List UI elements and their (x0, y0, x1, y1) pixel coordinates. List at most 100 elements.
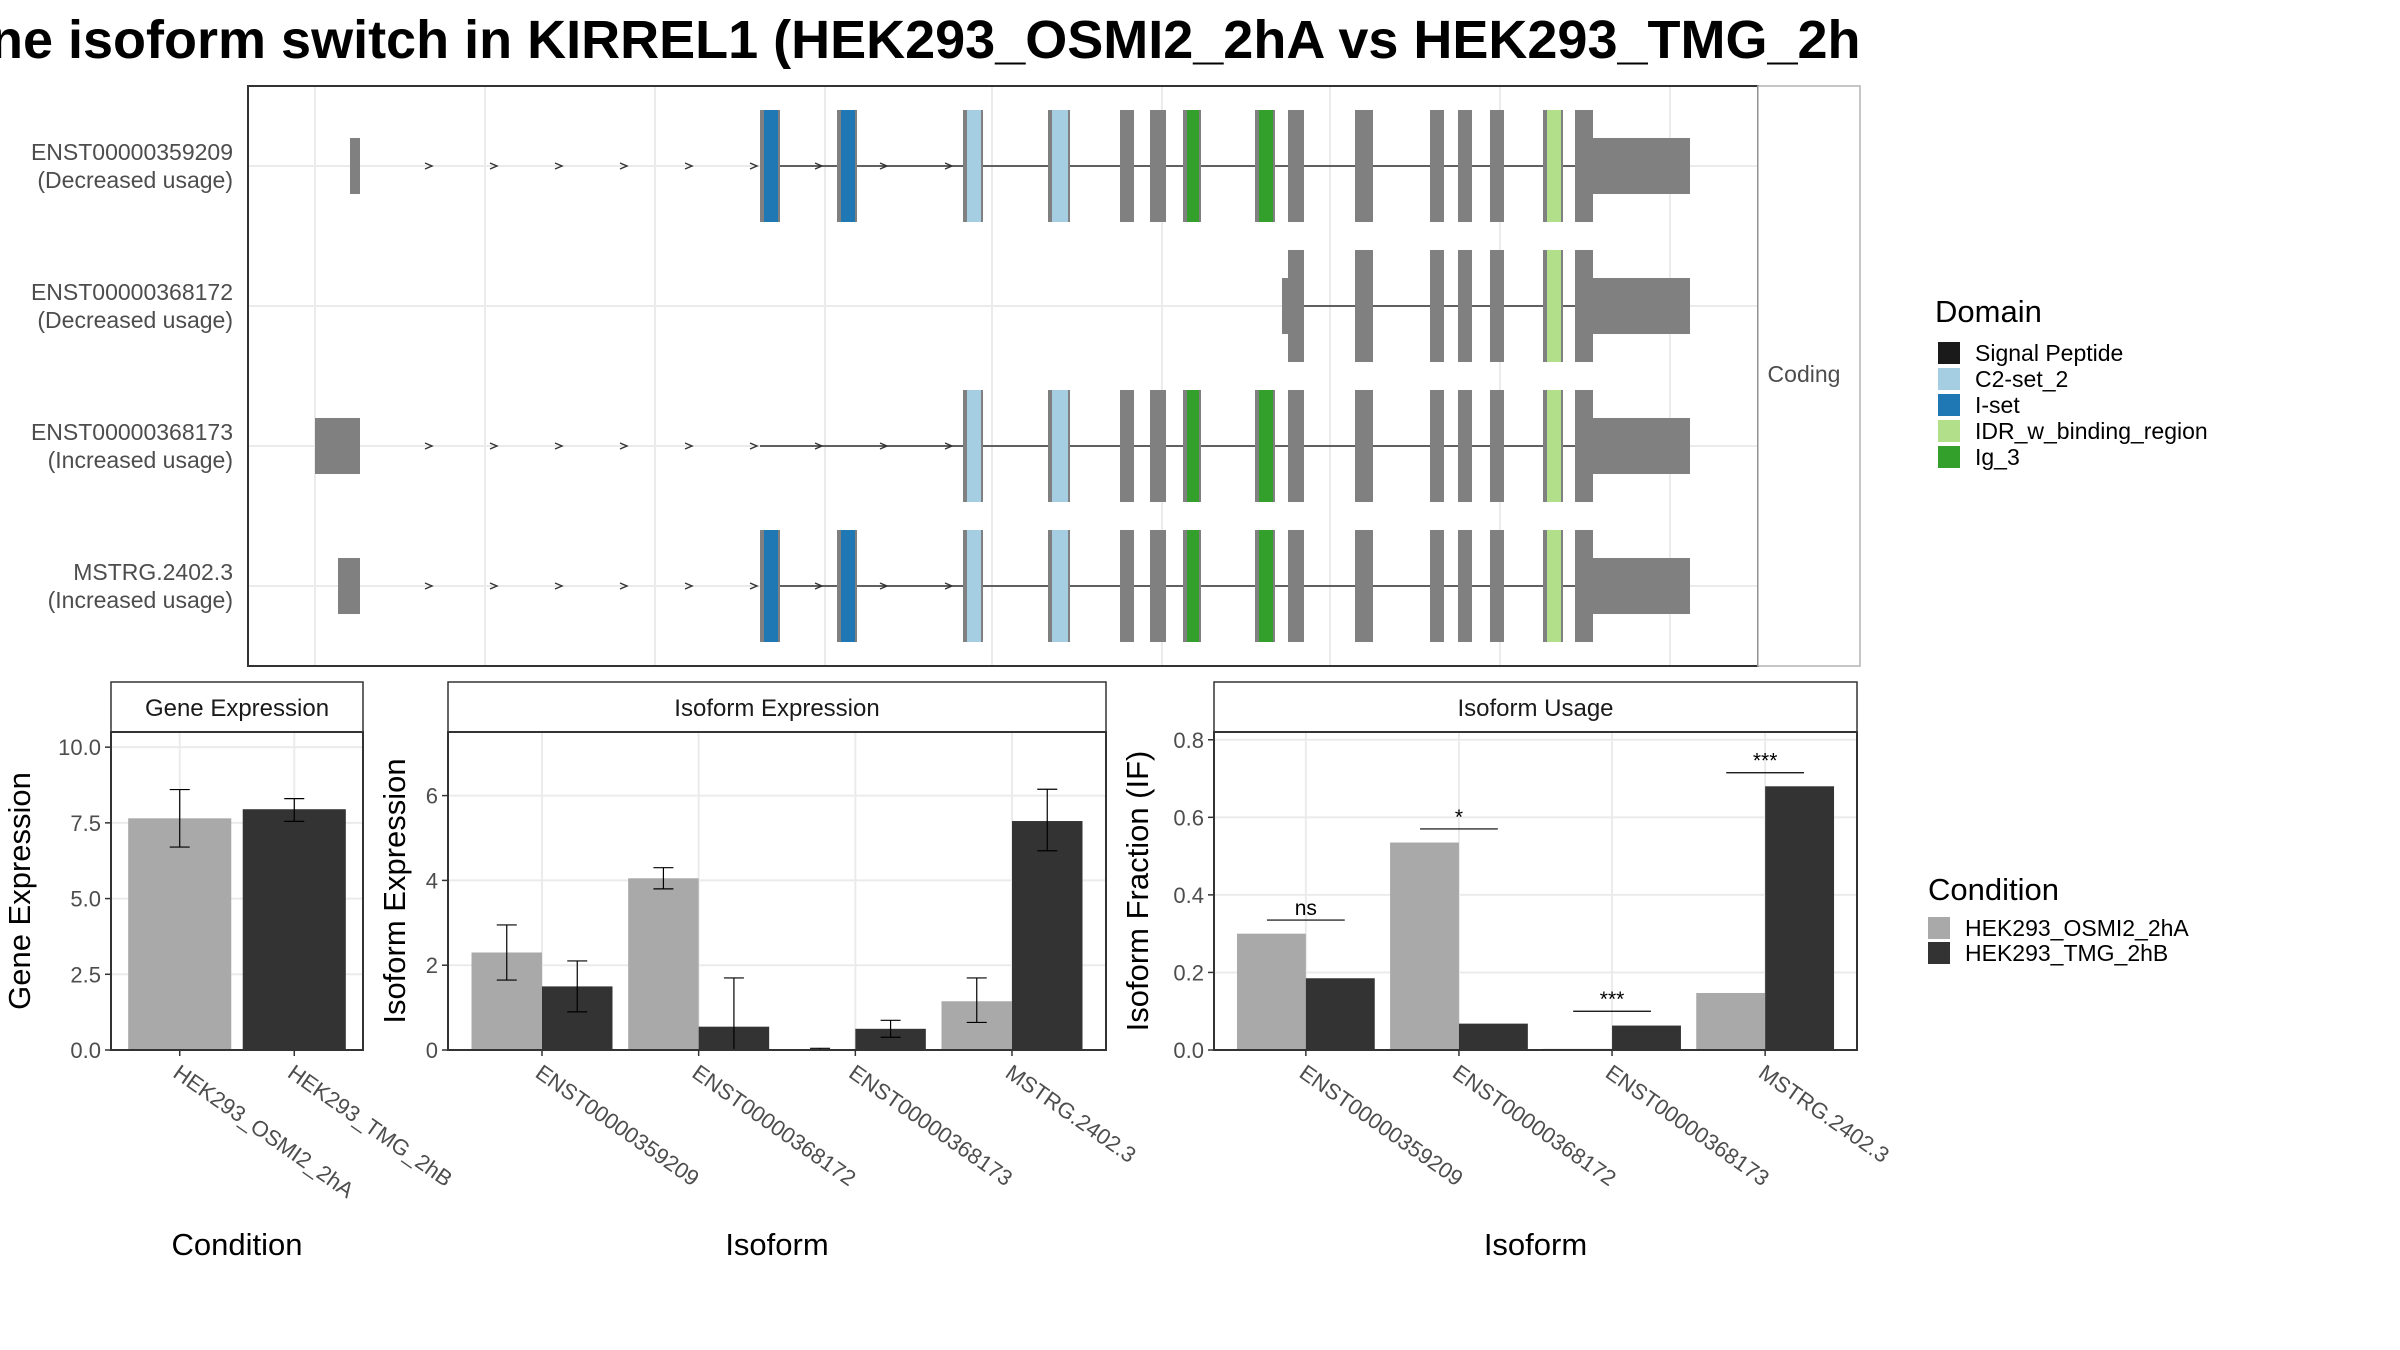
significance-label: ns (1295, 897, 1317, 920)
intron-arrow (684, 582, 694, 590)
x-tick-label: ENST00000368173 (1601, 1060, 1774, 1191)
exon-block (1458, 530, 1472, 642)
exon-block (1575, 390, 1593, 502)
exon-block (1430, 110, 1444, 222)
exon-block (1575, 250, 1593, 362)
intron-arrow (619, 162, 629, 170)
y-tick-label: 7.5 (70, 811, 101, 836)
exon-block (1120, 110, 1134, 222)
domain-legend-items: Signal PeptideC2-set_2I-setIDR_w_binding… (1938, 340, 2208, 470)
domain-block (1259, 530, 1273, 642)
x-tick-label: ENST00000368173 (844, 1060, 1017, 1191)
exon-block (1355, 390, 1373, 502)
transcript-usage-label: (Decreased usage) (37, 307, 233, 333)
transcript-usage-label: (Increased usage) (48, 447, 233, 473)
y-axis-title: Gene Expression (2, 772, 37, 1010)
domain-block (1187, 110, 1199, 222)
structure-panel-border (247, 85, 1759, 667)
transcript-usage-label: (Increased usage) (48, 587, 233, 613)
bar (1390, 842, 1459, 1050)
facet-strip (1757, 85, 1861, 667)
significance-label: *** (1753, 750, 1778, 773)
exon-block (1430, 530, 1444, 642)
intron-arrow (879, 442, 889, 450)
exon-block (1120, 530, 1134, 642)
intron-arrow (684, 162, 694, 170)
chart-title: Isoform Expression (674, 695, 879, 722)
bar (855, 1028, 926, 1050)
utr-block (1282, 278, 1290, 334)
bar (128, 818, 232, 1050)
isoform-expression-chart: Isoform Expression0246ENST00000359209ENS… (377, 681, 1141, 1262)
exon-block (1575, 530, 1593, 642)
exon-block (1288, 530, 1304, 642)
transcript-track (315, 390, 1690, 502)
intron-arrow (554, 582, 564, 590)
bar (1696, 992, 1766, 1050)
x-tick-label: ENST00000368172 (1448, 1060, 1621, 1191)
domain-block (764, 530, 778, 642)
legend-swatch (1938, 394, 1960, 416)
exon-block (1150, 530, 1166, 642)
utr-block (350, 138, 360, 194)
legend-swatch (1938, 420, 1960, 442)
exon-block (1430, 390, 1444, 502)
utr-block (1593, 418, 1690, 474)
domain-block (1547, 390, 1561, 502)
domain-block (967, 110, 981, 222)
transcript-id-label: ENST00000368172 (31, 279, 233, 305)
legend-swatch (1928, 942, 1950, 964)
significance-label: *** (1600, 988, 1625, 1011)
intron-arrow (749, 162, 759, 170)
x-tick-label: MSTRG.2402.3 (1001, 1060, 1141, 1168)
domain-block (1187, 530, 1199, 642)
domain-block (841, 110, 855, 222)
domain-legend-title: Domain (1935, 294, 2042, 329)
legend-label: Ig_3 (1975, 444, 2020, 470)
domain-block (1547, 250, 1561, 362)
y-tick-label: 0.2 (1173, 960, 1204, 985)
bar (628, 878, 699, 1050)
x-axis-title: Condition (172, 1227, 303, 1262)
exon-block (1458, 250, 1472, 362)
x-tick-label: ENST00000359209 (531, 1060, 704, 1191)
y-tick-label: 0.4 (1173, 883, 1204, 908)
legend-swatch (1938, 446, 1960, 468)
transcript-id-label: ENST00000359209 (31, 139, 233, 165)
intron-arrow (424, 162, 434, 170)
y-axis-title: Isoform Fraction (IF) (1120, 751, 1155, 1032)
intron-arrow (814, 442, 824, 450)
plot-border (1213, 731, 1858, 1051)
domain-block (1259, 390, 1273, 502)
transcript-id-label: ENST00000368173 (31, 419, 233, 445)
intron-arrow (944, 442, 954, 450)
legend-label: IDR_w_binding_region (1975, 418, 2208, 444)
utr-block (338, 558, 360, 614)
x-tick-label: HEK293_OSMI2_2hA (169, 1060, 359, 1203)
transcript-tracks (315, 110, 1690, 642)
transcript-usage-label: (Decreased usage) (37, 167, 233, 193)
bar (1236, 933, 1306, 1050)
exon-block (1575, 110, 1593, 222)
bar (1612, 1025, 1681, 1050)
x-axis-title: Isoform (1484, 1227, 1587, 1262)
intron-arrow (879, 162, 889, 170)
domain-block (967, 390, 981, 502)
figure-title: ne isoform switch in KIRREL1 (HEK293_OSM… (0, 10, 1861, 70)
condition-legend-title: Condition (1928, 872, 2059, 907)
y-axis-title: Isoform Expression (377, 758, 412, 1023)
legend-swatch (1938, 368, 1960, 390)
x-tick-label: MSTRG.2402.3 (1754, 1060, 1894, 1168)
exon-block (1355, 110, 1373, 222)
bar (1458, 1023, 1528, 1050)
chart-strip (1213, 681, 1858, 733)
bar (1305, 978, 1375, 1050)
intron-arrow (749, 442, 759, 450)
y-tick-label: 4 (426, 868, 438, 893)
gene-expression-chart: Gene Expression 0.0 2.5 5.0 7.5 10.0 HEK293_OS… (2, 681, 457, 1262)
intron-arrow (749, 582, 759, 590)
legend-label: HEK293_OSMI2_2hA (1965, 915, 2189, 941)
exon-block (1490, 110, 1504, 222)
